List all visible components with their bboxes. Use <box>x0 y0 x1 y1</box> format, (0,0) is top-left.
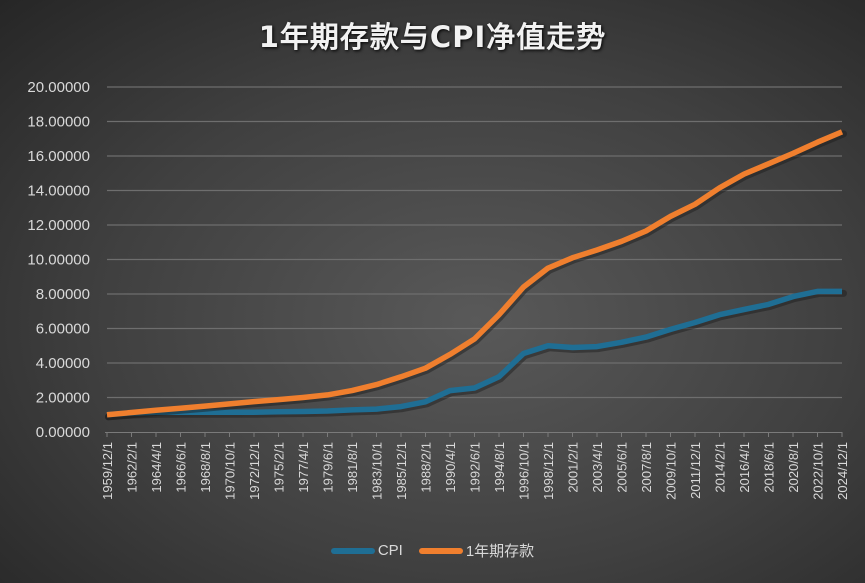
x-tick-label: 1975/2/1 <box>272 442 287 493</box>
x-tick-label: 1994/8/1 <box>492 442 507 493</box>
y-tick-label: 16.00000 <box>27 148 90 165</box>
y-tick-label: 12.00000 <box>27 217 90 234</box>
x-tick-label: 2024/12/1 <box>835 442 850 500</box>
x-tick-label: 1964/4/1 <box>149 442 164 493</box>
x-tick-label: 2011/12/1 <box>688 442 703 499</box>
y-axis: 0.00000 2.00000 4.00000 6.00000 8.00000 10.00… <box>27 79 90 441</box>
x-tick-label: 1985/12/1 <box>394 442 409 500</box>
x-tick-label: 1983/10/1 <box>370 442 385 500</box>
legend-item-cpi[interactable]: CPI <box>330 542 403 559</box>
x-tick-label: 1972/12/1 <box>247 442 262 500</box>
y-tick-label: 10.00000 <box>27 252 90 269</box>
y-tick-label: 8.00000 <box>36 286 90 303</box>
y-tick-label: 14.00000 <box>27 183 90 200</box>
cpi-swatch-icon <box>330 547 375 554</box>
x-tick-label: 1990/4/1 <box>443 442 458 493</box>
x-tick-label: 1998/12/1 <box>541 442 556 500</box>
x-tick-label: 1970/10/1 <box>223 442 238 500</box>
legend-item-deposit[interactable]: 1年期存款 <box>418 540 535 561</box>
x-tick-label: 1981/8/1 <box>345 442 360 493</box>
x-tick-label: 2007/8/1 <box>639 442 654 493</box>
series-line-cpi[interactable] <box>106 288 842 418</box>
y-tick-label: 6.00000 <box>36 321 90 338</box>
x-tick-label: 2022/10/1 <box>811 442 826 500</box>
x-tick-label: 1996/10/1 <box>517 442 532 500</box>
x-tick-label: 2018/6/1 <box>762 442 777 493</box>
deposit-swatch-icon <box>418 547 463 554</box>
y-tick-label: 0.00000 <box>36 424 90 441</box>
x-tick-label: 1968/8/1 <box>198 442 213 493</box>
series-lines <box>105 129 847 421</box>
x-tick-label: 1992/6/1 <box>468 442 483 493</box>
x-tick-label: 1966/6/1 <box>174 442 189 493</box>
y-tick-label: 20.00000 <box>27 79 90 96</box>
gridlines <box>107 86 842 399</box>
legend-label-deposit: 1年期存款 <box>465 543 535 560</box>
x-tick-label: 1959/12/1 <box>100 442 115 500</box>
x-tick-label: 1962/2/1 <box>125 442 140 493</box>
x-tick-label: 2009/10/1 <box>664 442 679 500</box>
y-tick-label: 2.00000 <box>36 390 90 407</box>
legend: CPI 1年期存款 <box>0 540 865 561</box>
x-tick-label: 2016/4/1 <box>737 442 752 493</box>
x-tick-label: 1988/2/1 <box>419 442 434 493</box>
legend-label-cpi: CPI <box>377 542 403 559</box>
x-tick-label: 1977/4/1 <box>296 442 311 493</box>
x-tick-label: 1979/6/1 <box>321 442 336 493</box>
y-tick-label: 4.00000 <box>36 355 90 372</box>
x-tick-label: 2005/6/1 <box>615 442 630 493</box>
x-tick-label: 2014/2/1 <box>713 442 728 493</box>
x-tick-label: 2020/8/1 <box>786 442 801 493</box>
y-tick-label: 18.00000 <box>27 114 90 131</box>
series-line-deposit[interactable] <box>106 129 844 418</box>
x-tick-label: 2001/2/1 <box>566 442 581 493</box>
x-tick-label: 2003/4/1 <box>590 442 605 493</box>
chart-title: 1年期存款与CPI净值走势 <box>258 20 607 54</box>
x-axis: 1959/12/1 1962/2/1 1964/4/1 1966/6/1 1968/8/… <box>100 432 850 500</box>
